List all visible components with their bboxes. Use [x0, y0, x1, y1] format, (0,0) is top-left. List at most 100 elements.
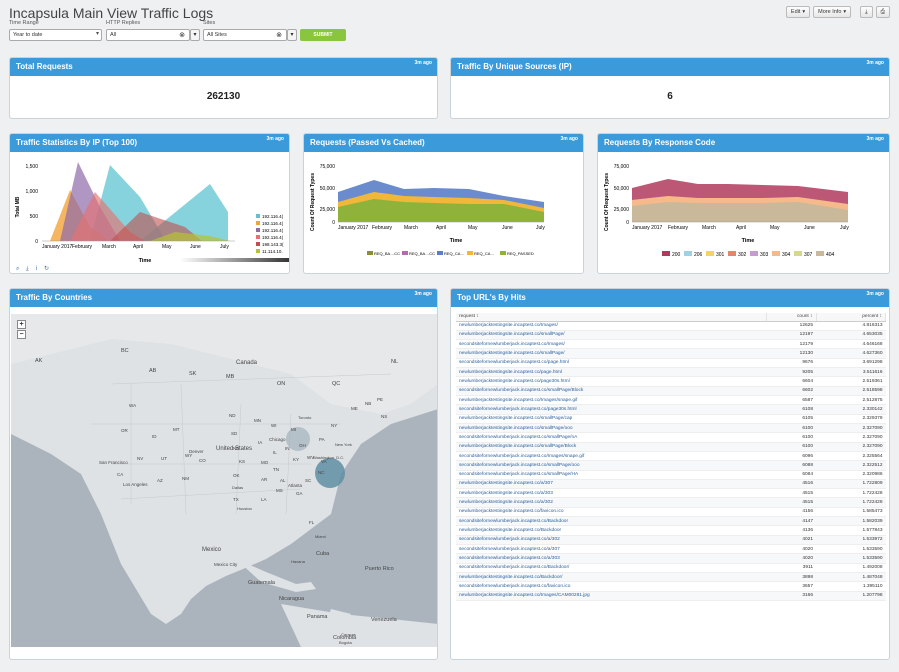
- request-link[interactable]: newlumberjacktestingsite.incaptest.co/a/…: [456, 497, 766, 508]
- y-axis-label: Count Of Request Types: [310, 173, 316, 231]
- y-tick: 1,500: [25, 164, 38, 170]
- count-cell: 4515: [766, 497, 816, 508]
- count-cell: 4021: [766, 535, 816, 546]
- request-link[interactable]: newlumberjacktestingsite.incaptest.co/Ba…: [456, 572, 766, 583]
- map-label: WA: [129, 403, 136, 408]
- y-tick: 500: [30, 214, 39, 220]
- time-range-select[interactable]: Year to date ▾: [9, 29, 102, 41]
- http-replies-dropdown[interactable]: ▾: [190, 29, 200, 41]
- x-ticks: January 2017 February March April May Ju…: [632, 225, 849, 231]
- submit-button[interactable]: SUBMIT: [300, 29, 346, 41]
- request-link[interactable]: secondsitefornewlumberjack.incaptest.co/…: [456, 581, 766, 592]
- request-link[interactable]: secondsitefornewlumberjack.incaptest.co/…: [456, 358, 766, 369]
- download-icon: ⤓: [865, 8, 868, 15]
- count-cell: 6100: [766, 423, 816, 434]
- map-label: OH: [299, 443, 306, 448]
- map-label: Havana: [291, 559, 306, 564]
- column-percent[interactable]: percent ↕: [816, 313, 886, 322]
- request-link[interactable]: secondsitefornewlumberjack.incaptest.co/…: [456, 386, 766, 397]
- y-tick: 25,000: [320, 207, 336, 213]
- request-link[interactable]: secondsitefornewlumberjack.incaptest.co/…: [456, 535, 766, 546]
- legend-swatch: [706, 251, 714, 256]
- map-label: Cuba: [316, 551, 330, 557]
- request-link[interactable]: secondsitefornewlumberjack.incaptest.co/…: [456, 544, 766, 555]
- table-row: secondsitefornewlumberjack.incaptest.co/…: [456, 581, 886, 592]
- request-link[interactable]: secondsitefornewlumberjack.incaptest.co/…: [456, 404, 766, 415]
- request-link[interactable]: secondsitefornewlumberjack.incaptest.co/…: [456, 516, 766, 527]
- request-link[interactable]: newlumberjacktestingsite.incaptest.co/sm…: [456, 414, 766, 424]
- request-link[interactable]: secondsitefornewlumberjack.incaptest.co/…: [456, 432, 766, 443]
- clear-icon[interactable]: ⊗: [276, 32, 282, 39]
- percent-cell: 1.533590: [816, 553, 886, 564]
- request-link[interactable]: newlumberjacktestingsite.incaptest.co/sm…: [456, 330, 766, 341]
- sites-dropdown[interactable]: ▾: [287, 29, 297, 41]
- x-tick: April: [133, 244, 143, 250]
- zoom-out-button[interactable]: −: [17, 330, 26, 339]
- request-link[interactable]: newlumberjacktestingsite.incaptest.co/pa…: [456, 376, 766, 387]
- request-link[interactable]: newlumberjacktestingsite.incaptest.co/sm…: [456, 348, 766, 359]
- percent-cell: 2.519361: [816, 376, 886, 387]
- x-tick: July: [220, 244, 229, 250]
- request-link[interactable]: newlumberjacktestingsite.incaptest.co/a/…: [456, 479, 766, 490]
- panel-title: Requests (Passed Vs Cached): [310, 138, 425, 147]
- print-button[interactable]: ⎙: [875, 6, 890, 18]
- map-label: Caracas: [341, 632, 356, 637]
- request-link[interactable]: newlumberjacktestingsite.incaptest.co/sm…: [456, 442, 766, 452]
- request-link[interactable]: secondsitefornewlumberjack.incaptest.co/…: [456, 451, 766, 462]
- panel-timestamp: 3m ago: [866, 136, 884, 142]
- request-link[interactable]: newlumberjacktestingsite.incaptest.co/a/…: [456, 488, 766, 499]
- map-label: PA: [319, 437, 325, 442]
- request-link[interactable]: newlumberjacktestingsite.incaptest.co/Ba…: [456, 525, 766, 536]
- table-row: newlumberjacktestingsite.incaptest.co/fa…: [456, 507, 886, 518]
- column-request[interactable]: request ↕: [456, 313, 767, 322]
- percent-cell: 2.327090: [816, 442, 886, 452]
- export-icon[interactable]: ⤓: [26, 265, 29, 272]
- panel-header: Traffic By Countries 3m ago: [10, 289, 437, 307]
- zoom-in-button[interactable]: +: [17, 320, 26, 329]
- download-button[interactable]: ⤓: [860, 6, 873, 18]
- x-ticks: January 2017 February March April May Ju…: [338, 225, 545, 231]
- request-link[interactable]: newlumberjacktestingsite.incaptest.co/fa…: [456, 507, 766, 518]
- table-row: newlumberjacktestingsite.incaptest.co/sm…: [456, 414, 886, 424]
- range-slider[interactable]: [180, 258, 290, 262]
- column-count[interactable]: count ↕: [766, 313, 817, 322]
- percent-cell: 1.585473: [816, 507, 886, 518]
- traffic-bubble-large[interactable]: [315, 458, 345, 488]
- count-cell: 3898: [766, 572, 816, 583]
- request-link[interactable]: secondsitefornewlumberjack.incaptest.co/…: [456, 563, 766, 573]
- request-link[interactable]: secondsitefornewlumberjack.incaptest.co/…: [456, 460, 766, 471]
- legend-label: 200: [672, 252, 681, 258]
- request-link[interactable]: newlumberjacktestingsite.incaptest.co/Im…: [456, 395, 766, 406]
- legend-swatch: [794, 251, 802, 256]
- map-label: MN: [254, 418, 261, 423]
- page-title: Incapsula Main View Traffic Logs: [9, 5, 214, 21]
- refresh-icon[interactable]: ↻: [44, 265, 49, 272]
- edit-button[interactable]: Edit ▾: [785, 6, 811, 18]
- clear-icon[interactable]: ⊗: [179, 32, 185, 39]
- table-row: newlumberjacktestingsite.incaptest.co/a/…: [456, 497, 886, 508]
- traffic-bubble-small[interactable]: [286, 427, 310, 451]
- map-label: CO: [199, 458, 206, 463]
- more-info-button[interactable]: More Info ▾: [813, 6, 852, 18]
- x-tick: May: [770, 225, 780, 231]
- request-link[interactable]: newlumberjacktestingsite.incaptest.co/sm…: [456, 423, 766, 434]
- request-link[interactable]: secondsitefornewlumberjack.incaptest.co/…: [456, 553, 766, 564]
- table-row: newlumberjacktestingsite.incaptest.co/sm…: [456, 423, 886, 434]
- http-replies-select[interactable]: All ⊗: [106, 29, 190, 41]
- percent-cell: 4.816313: [816, 321, 886, 331]
- search-icon[interactable]: ⌕: [16, 266, 19, 272]
- request-link[interactable]: newlumberjacktestingsite.incaptest.co/Im…: [456, 321, 766, 331]
- map[interactable]: Canada United States Mexico Cuba Guatema…: [11, 314, 437, 647]
- legend-swatch: [500, 251, 506, 255]
- request-link[interactable]: newlumberjacktestingsite.incaptest.co/Im…: [456, 591, 766, 601]
- request-link[interactable]: secondsitefornewlumberjack.incaptest.co/…: [456, 339, 766, 350]
- sites-select[interactable]: All Sites ⊗: [203, 29, 287, 41]
- info-icon[interactable]: i: [36, 266, 37, 272]
- percent-cell: 2.322512: [816, 460, 886, 471]
- request-link[interactable]: secondsitefornewlumberjack.incaptest.co/…: [456, 470, 766, 480]
- legend-swatch: [467, 251, 473, 255]
- map-label: Panama: [307, 614, 328, 620]
- legend-label: REQ_PASSED: [507, 251, 534, 256]
- count-cell: 6100: [766, 432, 816, 443]
- request-link[interactable]: newlumberjacktestingsite.incaptest.co/pa…: [456, 367, 766, 378]
